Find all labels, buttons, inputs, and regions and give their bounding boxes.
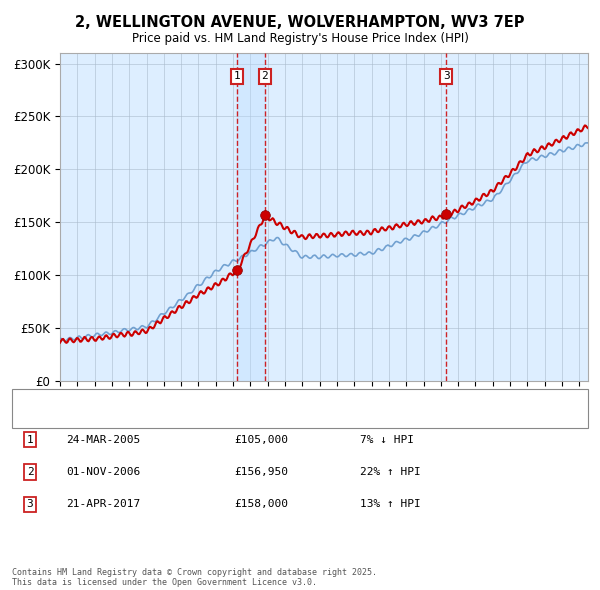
- Text: 7% ↓ HPI: 7% ↓ HPI: [360, 435, 414, 444]
- Text: £158,000: £158,000: [234, 500, 288, 509]
- Text: Contains HM Land Registry data © Crown copyright and database right 2025.
This d: Contains HM Land Registry data © Crown c…: [12, 568, 377, 587]
- Text: 01-NOV-2006: 01-NOV-2006: [66, 467, 140, 477]
- Text: 22% ↑ HPI: 22% ↑ HPI: [360, 467, 421, 477]
- Text: 2, WELLINGTON AVENUE, WOLVERHAMPTON, WV3 7EP (semi-detached house): 2, WELLINGTON AVENUE, WOLVERHAMPTON, WV3…: [63, 395, 470, 405]
- Text: £156,950: £156,950: [234, 467, 288, 477]
- Text: ─────: ─────: [27, 413, 65, 426]
- Text: 2: 2: [26, 467, 34, 477]
- Text: 13% ↑ HPI: 13% ↑ HPI: [360, 500, 421, 509]
- Text: Price paid vs. HM Land Registry's House Price Index (HPI): Price paid vs. HM Land Registry's House …: [131, 32, 469, 45]
- Text: 24-MAR-2005: 24-MAR-2005: [66, 435, 140, 444]
- Text: 2, WELLINGTON AVENUE, WOLVERHAMPTON, WV3 7EP: 2, WELLINGTON AVENUE, WOLVERHAMPTON, WV3…: [75, 15, 525, 30]
- Text: ─────: ─────: [27, 394, 65, 407]
- Text: 2: 2: [262, 71, 268, 81]
- Text: 3: 3: [26, 500, 34, 509]
- Text: 1: 1: [234, 71, 241, 81]
- Bar: [237, 53, 265, 381]
- Text: 1: 1: [26, 435, 34, 444]
- Text: 3: 3: [443, 71, 449, 81]
- Text: 21-APR-2017: 21-APR-2017: [66, 500, 140, 509]
- Text: £105,000: £105,000: [234, 435, 288, 444]
- Text: HPI: Average price, semi-detached house, Wolverhampton: HPI: Average price, semi-detached house,…: [63, 414, 367, 424]
